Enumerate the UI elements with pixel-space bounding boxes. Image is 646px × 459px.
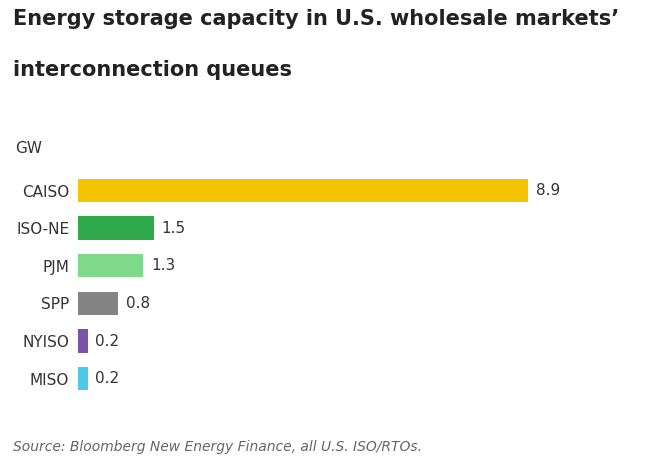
Text: Energy storage capacity in U.S. wholesale markets’: Energy storage capacity in U.S. wholesal… <box>13 9 619 29</box>
Text: 8.9: 8.9 <box>536 183 560 198</box>
Text: 0.8: 0.8 <box>126 296 150 311</box>
Bar <box>78 330 88 353</box>
Bar <box>78 217 154 240</box>
Bar <box>78 254 143 277</box>
Text: 1.3: 1.3 <box>151 258 175 273</box>
Bar <box>78 179 528 202</box>
Text: Source: Bloomberg New Energy Finance, all U.S. ISO/RTOs.: Source: Bloomberg New Energy Finance, al… <box>13 440 422 454</box>
Bar <box>78 292 118 315</box>
Text: 0.2: 0.2 <box>95 371 120 386</box>
Text: 1.5: 1.5 <box>161 221 185 235</box>
Text: interconnection queues: interconnection queues <box>13 60 292 80</box>
Bar <box>78 367 88 390</box>
Text: 0.2: 0.2 <box>95 334 120 348</box>
Text: GW: GW <box>16 141 43 156</box>
